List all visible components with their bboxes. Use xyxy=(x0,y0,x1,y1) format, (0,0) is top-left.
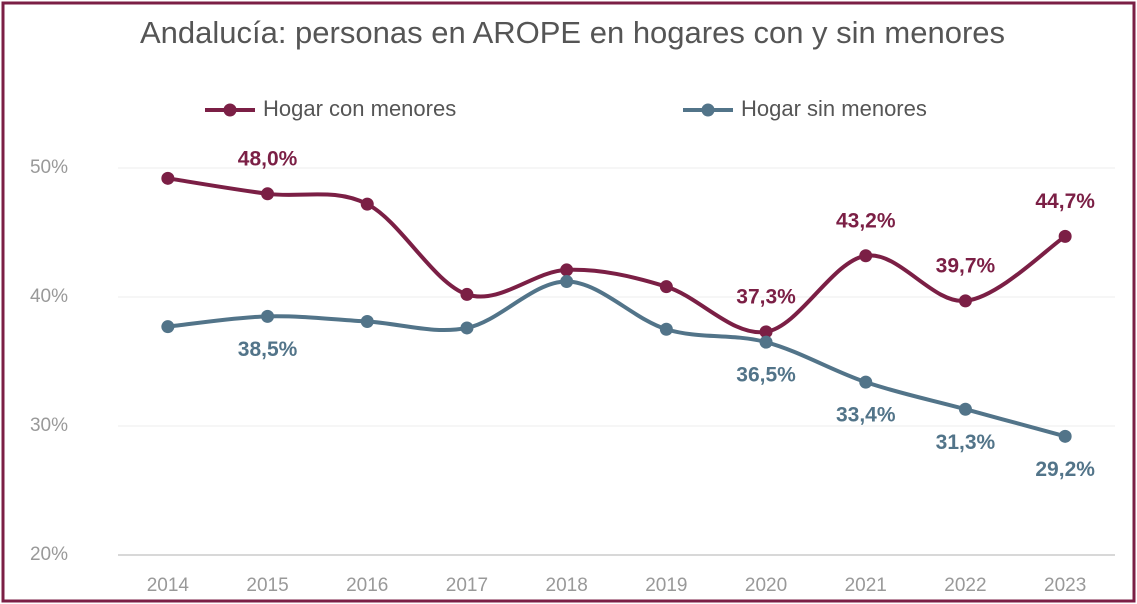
series-line xyxy=(167,176,1067,335)
data-point xyxy=(1058,229,1072,243)
legend-marker xyxy=(223,103,237,117)
data-label: 29,2% xyxy=(1035,458,1095,481)
data-point xyxy=(659,280,673,294)
y-tick-label: 30% xyxy=(30,415,68,436)
x-tick-label: 2022 xyxy=(944,575,986,596)
data-point xyxy=(161,320,175,334)
x-tick-label: 2021 xyxy=(845,575,887,596)
data-point xyxy=(161,171,175,185)
data-point xyxy=(460,321,474,335)
data-label: 39,7% xyxy=(936,254,996,277)
data-label: 48,0% xyxy=(238,147,298,170)
data-label: 31,3% xyxy=(936,431,996,454)
data-label: 37,3% xyxy=(736,285,796,308)
data-point xyxy=(759,335,773,349)
data-point xyxy=(261,187,275,201)
chart-title: Andalucía: personas en AROPE en hogares … xyxy=(139,15,1006,50)
x-tick-label: 2014 xyxy=(147,575,190,596)
data-label: 36,5% xyxy=(736,364,796,387)
data-point xyxy=(958,294,972,308)
y-tick-label: 40% xyxy=(30,286,68,307)
x-tick-label: 2016 xyxy=(346,575,388,596)
data-label: 38,5% xyxy=(238,338,298,361)
x-tick-label: 2023 xyxy=(1044,575,1086,596)
data-point xyxy=(859,375,873,389)
y-tick-label: 50% xyxy=(30,157,68,178)
data-point xyxy=(859,249,873,263)
data-label: 43,2% xyxy=(836,209,896,232)
data-point xyxy=(1058,429,1072,443)
data-label: 44,7% xyxy=(1035,190,1095,213)
data-point xyxy=(560,275,574,289)
title-box: Andalucía: personas en AROPE en hogares … xyxy=(139,15,1006,50)
legend-marker xyxy=(701,103,715,117)
x-tick-label: 2017 xyxy=(446,575,488,596)
data-point xyxy=(659,322,673,336)
data-point xyxy=(958,402,972,416)
y-tick-label: 20% xyxy=(30,544,68,565)
legend-label: Hogar con menores xyxy=(263,96,456,121)
x-tick-label: 2015 xyxy=(246,575,288,596)
legend-label: Hogar sin menores xyxy=(741,96,927,121)
data-point xyxy=(759,325,773,339)
data-point xyxy=(360,197,374,211)
x-tick-label: 2018 xyxy=(546,575,588,596)
series-line xyxy=(167,279,1066,439)
data-point xyxy=(261,309,275,323)
x-tick-label: 2020 xyxy=(745,575,787,596)
x-tick-label: 2019 xyxy=(645,575,687,596)
data-label: 33,4% xyxy=(836,404,896,427)
data-point xyxy=(360,315,374,329)
data-point xyxy=(460,287,474,301)
data-point xyxy=(560,263,574,277)
